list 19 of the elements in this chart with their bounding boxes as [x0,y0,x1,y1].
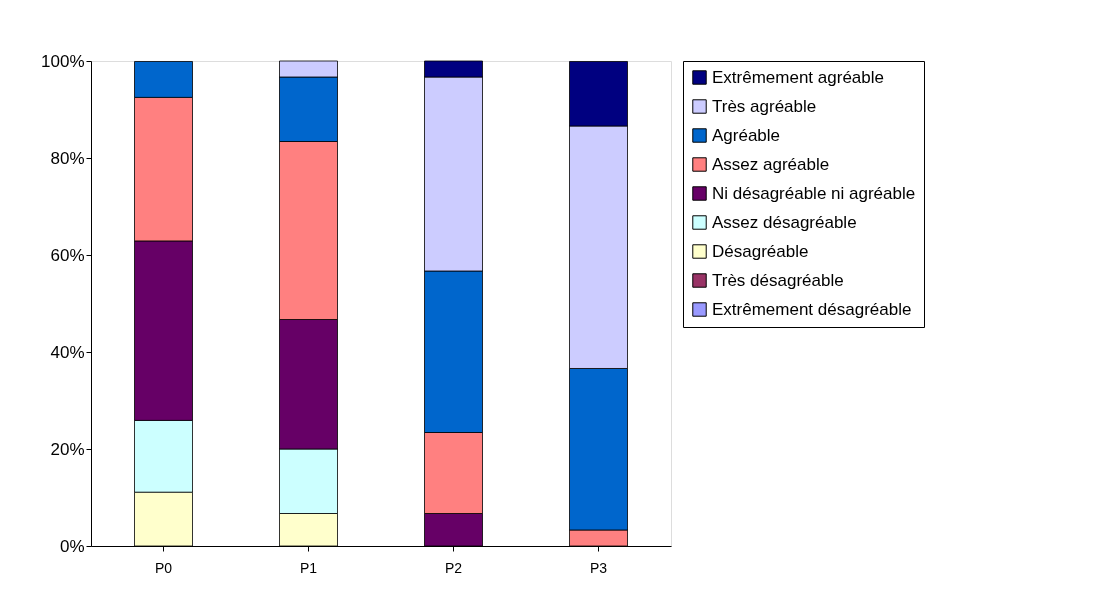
legend-label: Assez désagréable [712,212,857,232]
y-tick-label: 60% [50,245,85,265]
x-tick-label: P1 [299,559,318,576]
x-tick-label: P0 [154,559,173,576]
y-tick-label: 40% [50,342,85,362]
y-tick-label: 80% [50,148,85,168]
legend-label: Très désagréable [712,270,844,290]
y-tick-label: 0% [59,536,85,556]
x-tick-label: P2 [444,559,463,576]
y-tick-label: 20% [50,439,85,459]
y-tick-label: 100% [41,51,85,71]
legend-label: Agréable [712,125,781,145]
x-tick-label: P3 [589,559,608,576]
legend-label: Extrêmement désagréable [712,299,912,319]
legend-label: Ni désagréable ni agréable [712,183,916,203]
legend-label: Assez agréable [712,154,830,174]
legend-label: Désagréable [712,241,809,261]
legend-label: Très agréable [712,96,817,116]
legend-label: Extrêmement agréable [712,67,884,87]
